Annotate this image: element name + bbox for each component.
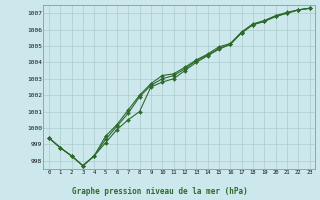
Text: Graphe pression niveau de la mer (hPa): Graphe pression niveau de la mer (hPa) — [72, 187, 248, 196]
